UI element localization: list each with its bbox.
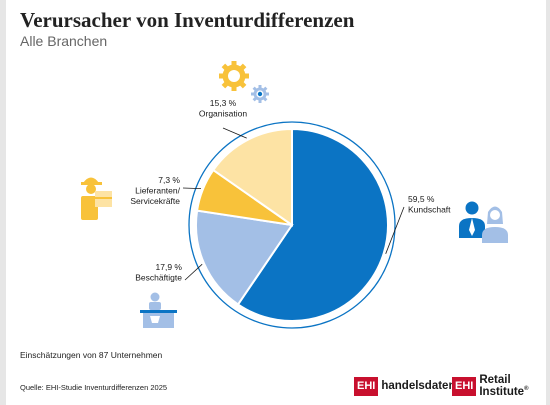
slice-label-2: 17,9 % Beschäftigte bbox=[135, 262, 182, 283]
cashier-icon bbox=[140, 292, 177, 328]
leader-line-1 bbox=[385, 206, 405, 254]
slice-labels: 59,5 % Kundschaft 17,9 % Beschäftigte 7,3 % L… bbox=[130, 98, 451, 283]
pie-slice-4 bbox=[211, 127, 293, 227]
pie-chart: 59,5 % Kundschaft 17,9 % Beschäftigte 7,3 % L… bbox=[81, 61, 508, 329]
slice-value-2: 17,9 % bbox=[156, 262, 183, 272]
slice-value-1: 59,5 % bbox=[408, 194, 435, 204]
ehi-logo-box: EHI bbox=[452, 376, 477, 396]
source-note: Quelle: EHI-Studie Inventurdifferenzen 2… bbox=[20, 383, 168, 392]
sample-note: Einschätzungen von 87 Unternehmen bbox=[20, 350, 163, 360]
slice-label-4: 15,3 % Organisation bbox=[199, 98, 247, 119]
pie-slices bbox=[195, 127, 389, 322]
pie-outer-ring bbox=[188, 121, 396, 329]
customers-icon bbox=[459, 201, 508, 243]
slice-name-3: Lieferanten/ bbox=[135, 186, 181, 196]
slice-name-1: Kundschaft bbox=[408, 205, 451, 215]
leader-lines bbox=[182, 127, 405, 281]
handelsdaten-logo-text: handelsdaten.de bbox=[381, 380, 473, 392]
slice-label-1: 59,5 % Kundschaft bbox=[408, 194, 451, 215]
ehi-retail-institute-logo: EHI Retail Institute® bbox=[452, 374, 546, 398]
slice-name-3: Servicekräfte bbox=[130, 196, 180, 206]
delivery-person-icon bbox=[81, 177, 112, 220]
pie-slice-1 bbox=[236, 127, 389, 322]
slice-name-2: Beschäftigte bbox=[135, 273, 182, 283]
slice-value-4: 15,3 % bbox=[210, 98, 237, 108]
retail-institute-text: Retail Institute bbox=[479, 374, 525, 398]
handelsdaten-logo: EHI handelsdaten.de bbox=[354, 376, 472, 396]
chart-subtitle: Alle Branchen bbox=[20, 33, 108, 49]
slice-value-3: 7,3 % bbox=[158, 175, 180, 185]
slice-label-3: 7,3 % Lieferanten/Servicekräfte bbox=[130, 175, 180, 206]
ehi-logo-box: EHI bbox=[354, 376, 379, 396]
gears-icon bbox=[219, 61, 269, 103]
leader-line-2 bbox=[184, 263, 203, 281]
pie-slice-2 bbox=[195, 209, 294, 306]
leader-line-3 bbox=[182, 187, 202, 189]
leader-line-4 bbox=[222, 127, 247, 139]
infographic-card: Verursacher von Inventurdifferenzen Alle… bbox=[6, 0, 546, 405]
registered-mark: ® bbox=[524, 386, 529, 393]
chart-title: Verursacher von Inventurdifferenzen bbox=[20, 8, 355, 32]
slice-name-4: Organisation bbox=[199, 109, 247, 119]
retail-institute-logo-text: Retail Institute® bbox=[479, 374, 546, 398]
